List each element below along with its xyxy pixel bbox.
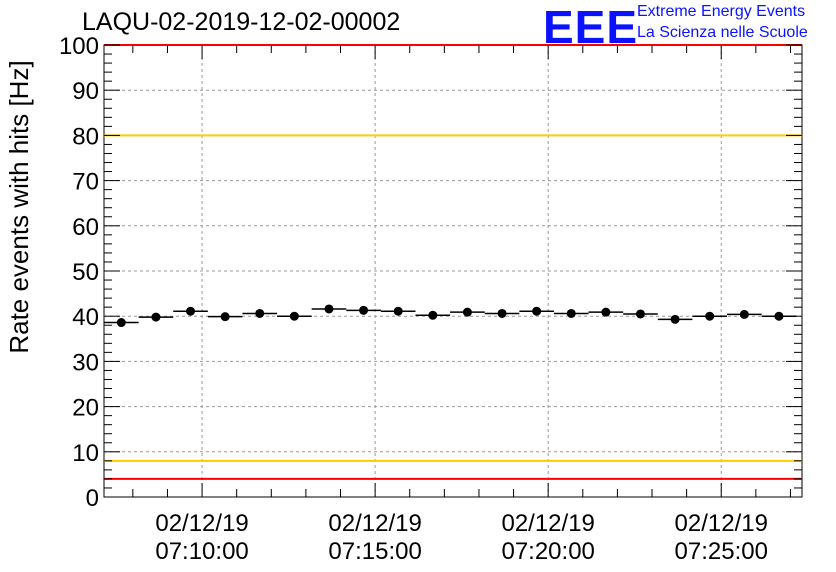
x-tick-date: 02/12/19 bbox=[328, 510, 421, 537]
x-tick-time: 07:25:00 bbox=[675, 538, 768, 565]
data-point bbox=[497, 308, 507, 318]
data-point bbox=[393, 306, 403, 316]
chart-title: LAQU-02-2019-12-02-00002 bbox=[82, 8, 401, 36]
x-tick-time: 07:10:00 bbox=[155, 538, 248, 565]
data-point bbox=[359, 305, 369, 315]
data-point bbox=[428, 310, 438, 320]
y-tick-label: 90 bbox=[72, 78, 99, 105]
data-point bbox=[532, 306, 542, 316]
x-tick-date: 02/12/19 bbox=[675, 510, 768, 537]
y-tick-label: 0 bbox=[86, 485, 99, 512]
reference-lines bbox=[104, 44, 802, 480]
y-tick-label: 50 bbox=[72, 259, 99, 286]
y-tick-label: 30 bbox=[72, 349, 99, 376]
data-point bbox=[670, 314, 680, 324]
x-tick-date: 02/12/19 bbox=[501, 510, 594, 537]
data-point bbox=[774, 311, 784, 321]
y-axis-label: Rate events with hits [Hz] bbox=[4, 60, 34, 353]
grid-lines bbox=[104, 45, 802, 497]
data-point bbox=[289, 311, 299, 321]
y-tick-label: 10 bbox=[72, 440, 99, 467]
y-tick-label: 80 bbox=[72, 123, 99, 150]
logo-caption-line1: Extreme Energy Events bbox=[637, 3, 806, 20]
data-point bbox=[705, 311, 715, 321]
x-tick-time: 07:20:00 bbox=[501, 538, 594, 565]
y-tick-label: 60 bbox=[72, 214, 99, 241]
x-tick-time: 07:15:00 bbox=[328, 538, 421, 565]
data-point bbox=[601, 307, 611, 317]
y-tick-label: 20 bbox=[72, 395, 99, 422]
data-point bbox=[739, 309, 749, 319]
axes: 010203040506070809010002/12/1907:10:0002… bbox=[59, 33, 802, 565]
x-tick-date: 02/12/19 bbox=[155, 510, 248, 537]
data-point bbox=[566, 308, 576, 318]
data-point bbox=[186, 306, 196, 316]
data-point bbox=[255, 308, 265, 318]
data-point bbox=[635, 309, 645, 319]
data-point bbox=[462, 307, 472, 317]
y-tick-label: 70 bbox=[72, 169, 99, 196]
data-point bbox=[220, 312, 230, 322]
data-point bbox=[116, 318, 126, 328]
y-tick-label: 40 bbox=[72, 304, 99, 331]
data-point bbox=[151, 312, 161, 322]
data-series bbox=[104, 304, 797, 328]
logo-caption-line2: La Scienza nelle Scuole bbox=[637, 24, 808, 41]
y-tick-label: 100 bbox=[59, 33, 99, 60]
data-point bbox=[324, 304, 334, 314]
